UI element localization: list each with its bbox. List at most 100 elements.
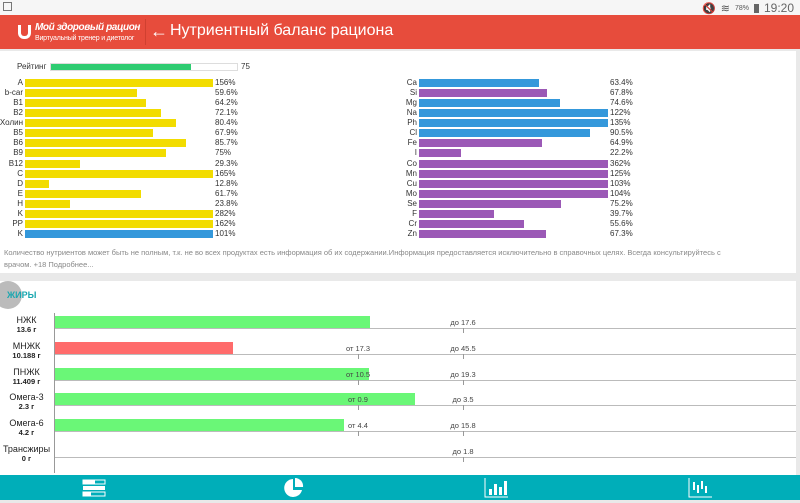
fat-bar	[55, 316, 371, 328]
nutrient-value: 103%	[610, 178, 631, 188]
fat-name: Омега-6	[9, 418, 44, 429]
fat-track: до 1.8	[55, 445, 796, 462]
nutrient-value: 39.7%	[610, 208, 633, 218]
nutrient-label: B12	[8, 158, 23, 168]
gallery-notification-icon	[3, 2, 12, 11]
nutrient-label: E	[17, 188, 23, 198]
nutrient-bar	[419, 159, 608, 168]
nutrient-label: PP	[12, 218, 23, 228]
rating-bar	[50, 63, 238, 71]
nutrient-label: Mg	[405, 98, 417, 108]
max-tick	[463, 353, 464, 359]
nutrient-label: Mn	[405, 168, 417, 178]
nutrient-bar	[25, 119, 177, 128]
rating-label: Рейтинг	[17, 62, 47, 71]
max-tick	[463, 328, 464, 333]
nutrient-bar	[25, 219, 213, 228]
pie-chart-icon[interactable]	[282, 477, 308, 498]
nutrient-value: 101%	[215, 229, 236, 239]
nutrient-value: 64.2%	[215, 98, 238, 108]
nutrient-value: 362%	[610, 158, 631, 168]
nutrient-value: 125%	[610, 168, 631, 178]
fat-label: Омега-3 2.3 г	[0, 392, 53, 411]
nutrient-value: 59.6%	[215, 88, 238, 98]
fat-bar	[55, 419, 345, 432]
nutrient-label: Холин	[0, 118, 23, 128]
nutrient-value: 282%	[215, 208, 236, 218]
rating-value: 75	[241, 62, 250, 71]
fat-label: Трансжиры 0 г	[0, 444, 53, 463]
nutrient-bar	[25, 189, 141, 198]
nutrient-bar	[419, 99, 560, 108]
fat-amount: 11.409 г	[12, 376, 41, 386]
nutrient-value: 90.5%	[610, 128, 633, 138]
bar-chart-icon[interactable]	[484, 478, 510, 498]
nutrient-value: 74.6%	[610, 98, 633, 108]
nutrient-label: I	[414, 148, 417, 158]
nutrient-bar	[25, 149, 166, 158]
fat-track: до 17.6	[55, 316, 796, 333]
nutrient-value: 22.2%	[610, 148, 633, 158]
nutrient-label: Ca	[406, 78, 417, 87]
back-arrow-icon[interactable]: ←	[150, 21, 168, 41]
nutrient-value: 162%	[215, 218, 236, 228]
nutrient-value: 165%	[215, 168, 236, 178]
fat-name: Омега-3	[9, 392, 44, 403]
fat-name: ПНЖК	[13, 366, 40, 377]
max-tick	[463, 379, 464, 385]
fat-amount: 4.2 г	[18, 428, 35, 438]
nutrient-value: 67.3%	[610, 229, 633, 239]
nutrient-label: Se	[407, 198, 417, 208]
nutrient-label: Co	[406, 158, 417, 168]
fat-max: до 1.8	[452, 447, 474, 456]
nutrient-label: B1	[13, 98, 23, 108]
fat-amount: 0 г	[21, 454, 32, 463]
nutrient-value: 135%	[610, 118, 631, 128]
fat-track: от 0.9 до 3.5	[55, 393, 796, 411]
status-bar: 🔇 ≋ 78% 19:20	[0, 0, 800, 15]
nutrient-bar	[419, 149, 461, 158]
nutrient-value: 64.9%	[610, 138, 633, 148]
header-divider	[145, 19, 146, 45]
waveform-chart-icon[interactable]	[688, 478, 714, 498]
min-tick	[358, 405, 359, 411]
fat-max: до 3.5	[452, 395, 474, 405]
nutrient-bar	[25, 79, 213, 87]
nutrient-bar	[25, 209, 213, 218]
fat-amount: 13.6 г	[16, 325, 37, 334]
nutrient-value: 29.3%	[215, 158, 238, 168]
fat-max: до 19.3	[450, 369, 476, 379]
nutrient-value: 61.7%	[215, 188, 238, 198]
section-title: ЖИРЫ	[7, 290, 37, 300]
nutrient-label: Na	[406, 108, 417, 118]
nutrient-bar	[25, 179, 50, 188]
nutrient-label: Si	[409, 88, 417, 98]
nutrient-bar	[419, 189, 608, 198]
nutrient-bar	[25, 159, 81, 168]
max-tick	[463, 457, 464, 462]
nutrient-label: Zn	[407, 229, 417, 239]
nutrient-bar	[419, 169, 608, 178]
fat-label: Омега-6 4.2 г	[0, 418, 53, 437]
logo-title: Мой здоровый рацион	[35, 21, 141, 33]
nutrient-bar	[419, 219, 525, 228]
nutrient-label: K	[17, 229, 23, 239]
disclaimer-text[interactable]: Количество нутриентов может быть не полн…	[4, 248, 721, 269]
nutrient-label: Mo	[405, 188, 417, 198]
bottom-nav	[0, 475, 800, 500]
fat-name: МНЖК	[12, 340, 41, 351]
nutrient-bar	[419, 109, 608, 118]
fat-track: от 10.5 до 19.3	[55, 367, 796, 385]
fats-axis	[54, 313, 55, 473]
clock: 19:20	[763, 1, 794, 15]
logo-subtitle: Виртуальный тренер и диетолог	[35, 34, 135, 42]
nutrient-value: 63.4%	[610, 78, 633, 87]
app-logo[interactable]: Мой здоровый рацион Виртуальный тренер и…	[18, 19, 140, 45]
max-tick	[463, 431, 464, 437]
balance-bars-icon[interactable]	[82, 478, 108, 498]
fat-track: от 4.4 до 15.8	[55, 419, 796, 437]
nutrient-label: A	[17, 78, 23, 87]
nutrient-value: 67.8%	[610, 88, 633, 98]
fat-label: НЖК 13.6 г	[0, 315, 53, 334]
nutrient-value: 122%	[610, 108, 631, 118]
